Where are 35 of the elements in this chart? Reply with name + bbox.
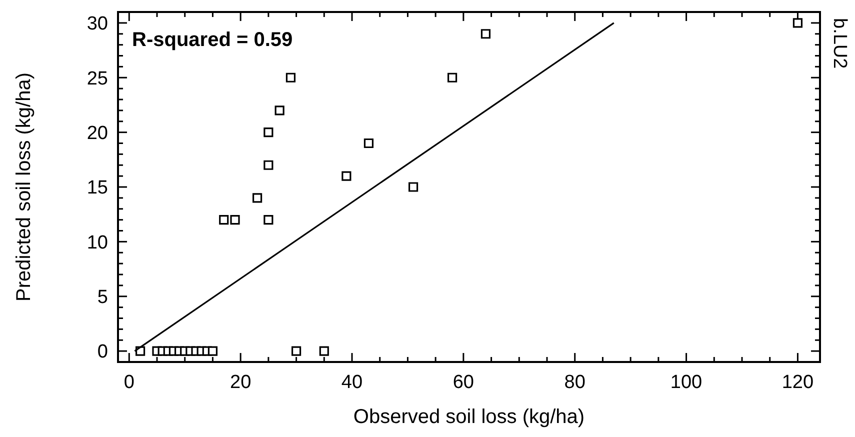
x-tick-label: 80 <box>564 372 586 393</box>
y-tick-label: 5 <box>97 287 108 308</box>
y-tick-label: 10 <box>86 232 108 254</box>
y-tick-label: 0 <box>97 342 108 363</box>
point <box>264 160 274 170</box>
y-axis-title: Predicted soil loss (kg/ha) <box>13 72 35 302</box>
point <box>408 182 418 192</box>
x-tick-label: 120 <box>782 372 814 393</box>
point <box>264 128 274 138</box>
y-tick-label: 25 <box>86 68 108 90</box>
point <box>480 29 491 39</box>
point <box>208 346 218 356</box>
point <box>252 193 262 203</box>
point <box>364 138 374 148</box>
point <box>291 346 302 356</box>
point <box>319 346 329 356</box>
point <box>286 72 296 82</box>
y-tick-label: 30 <box>86 14 108 35</box>
y-tick-label: 15 <box>86 178 108 199</box>
x-tick-label: 20 <box>230 372 252 393</box>
point <box>219 215 229 225</box>
point <box>264 215 274 225</box>
point <box>230 215 240 225</box>
x-tick-label: 60 <box>452 372 474 393</box>
x-tick-label: 100 <box>670 372 702 393</box>
x-tick-label: 40 <box>341 372 363 393</box>
point <box>342 171 352 181</box>
annotation: R-squared = 0.59 <box>132 29 293 51</box>
x-axis-title: Observed soil loss (kg/ha) <box>353 406 585 428</box>
point <box>274 106 284 116</box>
point <box>792 18 803 28</box>
x-tick-label: 0 <box>124 372 134 393</box>
point <box>447 72 458 82</box>
y-tick-label: 20 <box>86 122 108 144</box>
text: b.LU2 <box>829 18 850 69</box>
